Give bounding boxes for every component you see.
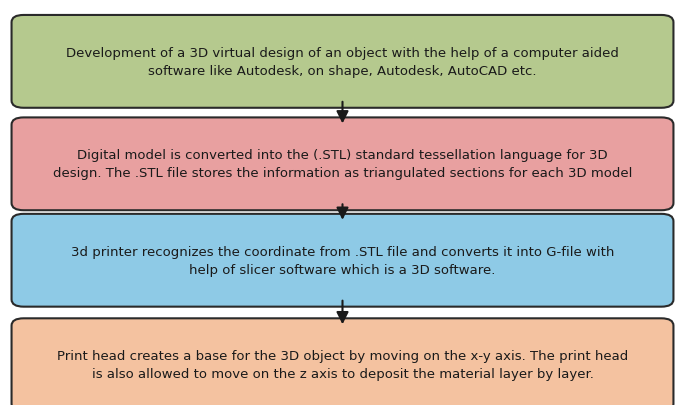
Text: Digital model is converted into the (.STL) standard tessellation language for 3D: Digital model is converted into the (.ST…	[53, 149, 632, 180]
FancyBboxPatch shape	[12, 319, 673, 409]
Text: 3d printer recognizes the coordinate from .STL file and converts it into G-file : 3d printer recognizes the coordinate fro…	[71, 245, 614, 276]
Text: Development of a 3D virtual design of an object with the help of a computer aide: Development of a 3D virtual design of an…	[66, 47, 619, 78]
FancyBboxPatch shape	[12, 118, 673, 211]
Text: Print head creates a base for the 3D object by moving on the x-y axis. The print: Print head creates a base for the 3D obj…	[57, 349, 628, 380]
FancyBboxPatch shape	[12, 16, 673, 108]
FancyBboxPatch shape	[12, 214, 673, 307]
